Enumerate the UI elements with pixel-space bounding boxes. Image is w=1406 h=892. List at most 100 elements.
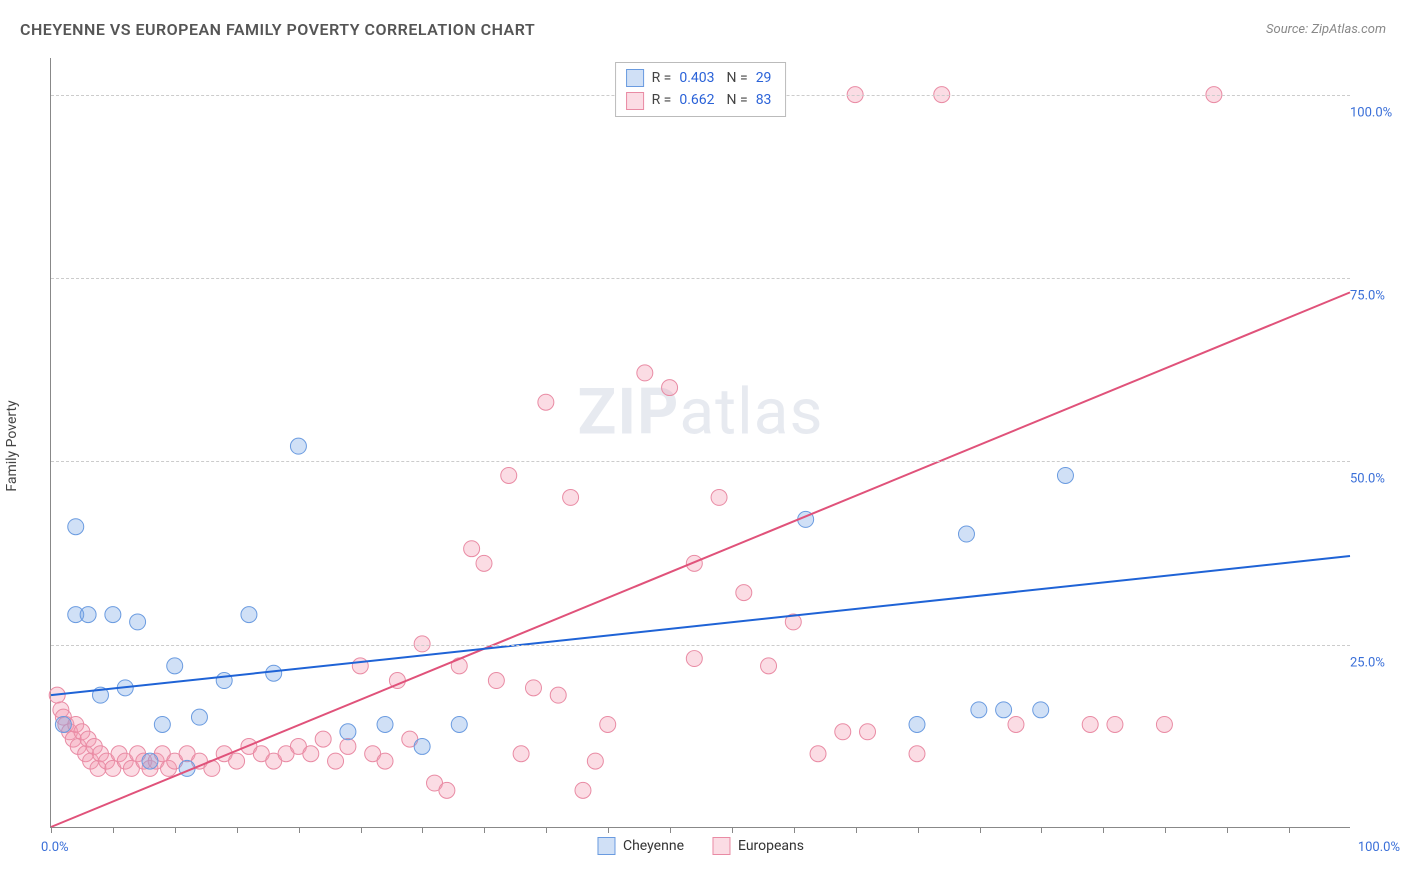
trend-line [51,556,1350,695]
europeans-n-value: 83 [756,89,772,111]
data-point [501,467,517,483]
data-point [352,658,368,674]
correlation-legend: R = 0.403 N = 29 R = 0.662 N = 83 [615,62,787,117]
data-point [736,585,752,601]
data-point [538,394,554,410]
data-point [55,716,71,732]
data-point [488,673,504,689]
data-point [154,716,170,732]
swatch-cheyenne [626,69,644,87]
r-label: R = [652,67,672,89]
data-point [686,555,702,571]
x-tick [1289,827,1290,833]
data-point [414,738,430,754]
data-point [1033,702,1049,718]
data-point [303,746,319,762]
data-point [810,746,826,762]
data-point [340,738,356,754]
x-tick [113,827,114,833]
gridline-h [51,278,1350,279]
cheyenne-r-value: 0.403 [679,67,714,89]
plot-area: ZIPatlas 25.0%50.0%75.0%100.0% 0.0% 100.… [50,58,1350,828]
y-axis-label: Family Poverty [4,400,20,491]
x-tick [794,827,795,833]
data-point [996,702,1012,718]
x-tick [546,827,547,833]
y-tick-label: 50.0% [1350,472,1400,487]
legend-item-europeans: Europeans [712,837,804,855]
x-tick [980,827,981,833]
data-point [860,724,876,740]
gridline-h [51,645,1350,646]
swatch-europeans-icon [712,837,730,855]
x-tick [670,827,671,833]
x-tick [1103,827,1104,833]
data-point [587,753,603,769]
data-point [105,607,121,623]
x-tick [1165,827,1166,833]
data-point [241,607,257,623]
x-axis-min-label: 0.0% [41,840,69,855]
data-point [550,687,566,703]
x-tick [237,827,238,833]
data-point [80,607,96,623]
data-point [142,753,158,769]
x-axis-max-label: 100.0% [1358,840,1400,855]
data-point [130,614,146,630]
data-point [340,724,356,740]
data-point [1082,716,1098,732]
cheyenne-n-value: 29 [756,67,772,89]
x-tick [175,827,176,833]
legend-label-cheyenne: Cheyenne [623,838,684,854]
data-point [909,746,925,762]
y-tick-label: 100.0% [1350,105,1400,120]
data-point [439,782,455,798]
n-label-2: N = [727,89,748,111]
data-point [191,709,207,725]
data-point [266,665,282,681]
data-point [761,658,777,674]
data-point [315,731,331,747]
plot-svg [51,58,1350,827]
n-label: N = [727,67,748,89]
data-point [1057,467,1073,483]
x-tick [484,827,485,833]
x-tick [608,827,609,833]
data-point [513,746,529,762]
data-point [711,489,727,505]
y-tick-label: 25.0% [1350,655,1400,670]
data-point [68,519,84,535]
data-point [1008,716,1024,732]
data-point [971,702,987,718]
data-point [290,438,306,454]
data-point [637,365,653,381]
data-point [377,716,393,732]
data-point [575,782,591,798]
data-point [377,753,393,769]
chart-title: CHEYENNE VS EUROPEAN FAMILY POVERTY CORR… [20,20,535,39]
data-point [328,753,344,769]
source-prefix: Source: [1266,22,1311,37]
data-point [525,680,541,696]
x-tick [51,827,52,833]
source-attribution: Source: ZipAtlas.com [1266,22,1386,37]
title-bar: CHEYENNE VS EUROPEAN FAMILY POVERTY CORR… [20,20,1386,39]
x-tick [299,827,300,833]
x-tick [1041,827,1042,833]
data-point [229,753,245,769]
data-point [909,716,925,732]
x-tick [732,827,733,833]
source-name: ZipAtlas.com [1311,22,1386,37]
data-point [835,724,851,740]
legend-label-europeans: Europeans [738,838,804,854]
data-point [216,673,232,689]
corr-row-europeans: R = 0.662 N = 83 [626,89,776,111]
x-tick [361,827,362,833]
europeans-r-value: 0.662 [679,89,714,111]
x-tick [856,827,857,833]
x-tick [422,827,423,833]
data-point [1107,716,1123,732]
r-label-2: R = [652,89,672,111]
data-point [464,541,480,557]
data-point [476,555,492,571]
